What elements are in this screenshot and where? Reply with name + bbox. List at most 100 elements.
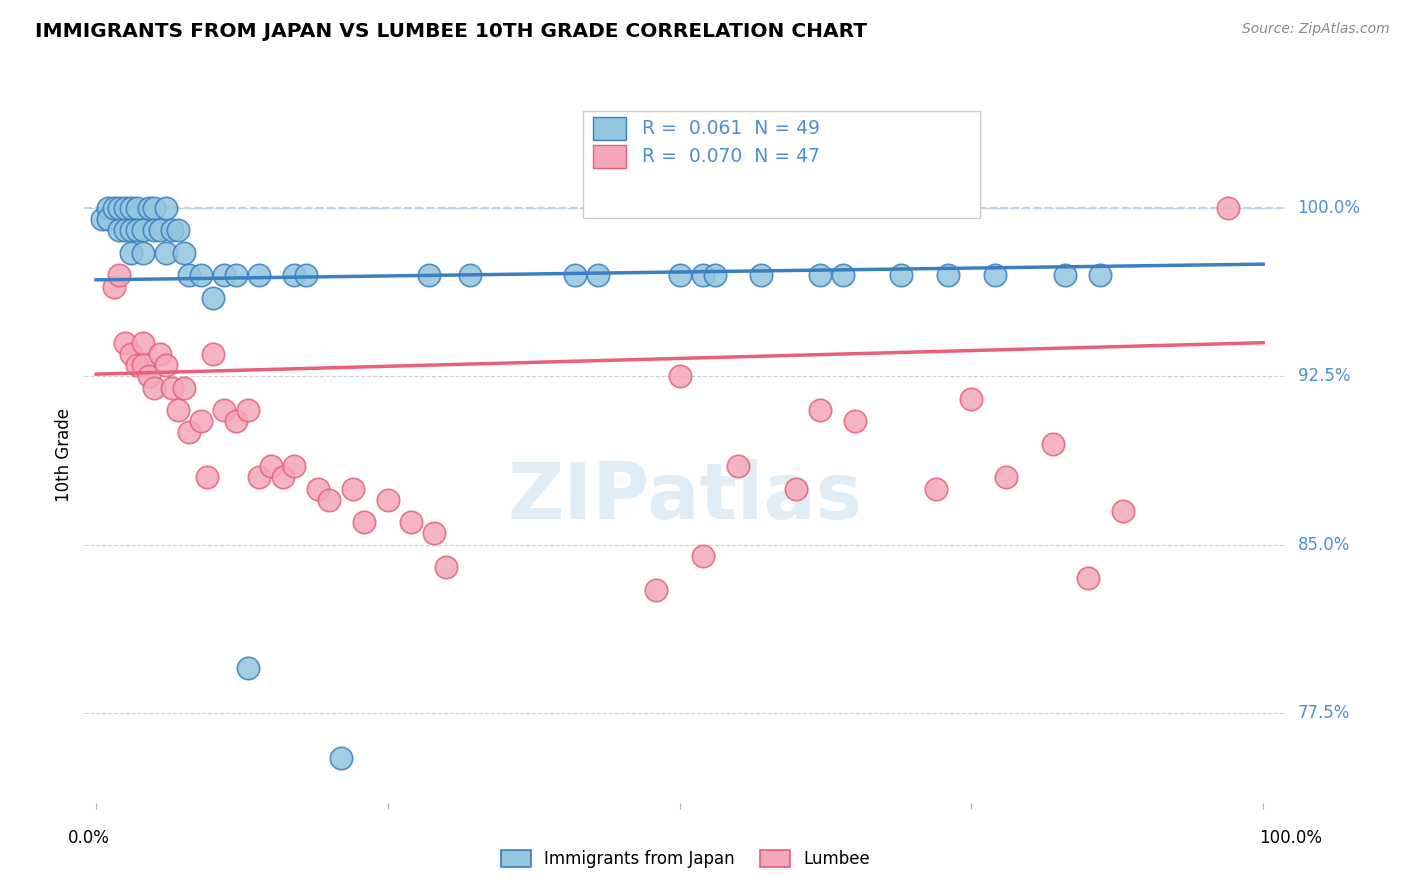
Point <box>120 246 142 260</box>
Point <box>342 482 364 496</box>
Point <box>727 459 749 474</box>
Point <box>564 268 586 283</box>
Point <box>155 246 177 260</box>
Text: 0.0%: 0.0% <box>67 829 110 847</box>
Point <box>120 347 142 361</box>
Point <box>160 223 183 237</box>
Point <box>890 268 912 283</box>
Point <box>283 268 305 283</box>
Point <box>586 268 609 283</box>
Point <box>703 268 725 283</box>
Point <box>195 470 218 484</box>
Point <box>458 268 481 283</box>
Point <box>97 201 120 215</box>
Y-axis label: 10th Grade: 10th Grade <box>55 408 73 502</box>
Point <box>236 661 259 675</box>
Text: 77.5%: 77.5% <box>1298 704 1350 722</box>
Point <box>143 381 166 395</box>
FancyBboxPatch shape <box>593 145 626 168</box>
Point <box>114 223 136 237</box>
Point <box>166 403 188 417</box>
Point <box>377 492 399 507</box>
Text: 92.5%: 92.5% <box>1298 368 1350 385</box>
Point <box>143 223 166 237</box>
Point <box>155 358 177 372</box>
Point <box>418 268 440 283</box>
Text: 85.0%: 85.0% <box>1298 536 1350 554</box>
Point <box>785 482 807 496</box>
Point <box>120 201 142 215</box>
Point <box>138 369 160 384</box>
Point <box>995 470 1018 484</box>
Point <box>295 268 318 283</box>
Point <box>749 268 772 283</box>
Point <box>138 201 160 215</box>
Point <box>1053 268 1076 283</box>
Point <box>1077 571 1099 585</box>
Point <box>132 358 155 372</box>
Point <box>179 268 201 283</box>
Text: 100.0%: 100.0% <box>1260 829 1322 847</box>
Point <box>1112 504 1135 518</box>
Point <box>832 268 855 283</box>
Point <box>201 347 224 361</box>
Point <box>201 291 224 305</box>
Text: 100.0%: 100.0% <box>1298 199 1361 217</box>
FancyBboxPatch shape <box>593 118 626 140</box>
Point <box>132 246 155 260</box>
Point <box>103 201 125 215</box>
Point <box>936 268 959 283</box>
Point <box>330 751 353 765</box>
Point <box>283 459 305 474</box>
Point <box>960 392 983 406</box>
Point <box>97 212 120 227</box>
Point <box>132 223 155 237</box>
FancyBboxPatch shape <box>583 111 980 219</box>
Point <box>225 414 247 428</box>
Point <box>114 335 136 350</box>
Point <box>103 279 125 293</box>
Point <box>808 403 831 417</box>
Point <box>353 515 375 529</box>
Point <box>271 470 294 484</box>
Point <box>179 425 201 440</box>
Point <box>143 201 166 215</box>
Point <box>318 492 340 507</box>
Point <box>1088 268 1111 283</box>
Point <box>173 246 195 260</box>
Point <box>190 268 212 283</box>
Point <box>692 268 714 283</box>
Point <box>149 347 172 361</box>
Point <box>423 526 446 541</box>
Point <box>160 381 183 395</box>
Point <box>399 515 422 529</box>
Point <box>844 414 866 428</box>
Point <box>166 223 188 237</box>
Point <box>1216 201 1239 215</box>
Point <box>692 549 714 563</box>
Text: R =  0.061  N = 49: R = 0.061 N = 49 <box>643 120 820 138</box>
Point <box>125 223 148 237</box>
Point <box>108 268 131 283</box>
Text: ZIPatlas: ZIPatlas <box>508 458 863 534</box>
Point <box>225 268 247 283</box>
Point <box>190 414 212 428</box>
Point <box>155 201 177 215</box>
Point <box>125 358 148 372</box>
Text: IMMIGRANTS FROM JAPAN VS LUMBEE 10TH GRADE CORRELATION CHART: IMMIGRANTS FROM JAPAN VS LUMBEE 10TH GRA… <box>35 22 868 41</box>
Point <box>925 482 948 496</box>
Point <box>120 223 142 237</box>
Point <box>983 268 1005 283</box>
Point <box>260 459 283 474</box>
Point <box>236 403 259 417</box>
Point <box>114 201 136 215</box>
Point <box>668 369 690 384</box>
Point <box>132 335 155 350</box>
Point <box>108 201 131 215</box>
Point <box>249 470 271 484</box>
Point <box>645 582 668 597</box>
Point <box>249 268 271 283</box>
Point <box>307 482 329 496</box>
Point <box>214 268 236 283</box>
Text: R =  0.070  N = 47: R = 0.070 N = 47 <box>643 147 820 166</box>
